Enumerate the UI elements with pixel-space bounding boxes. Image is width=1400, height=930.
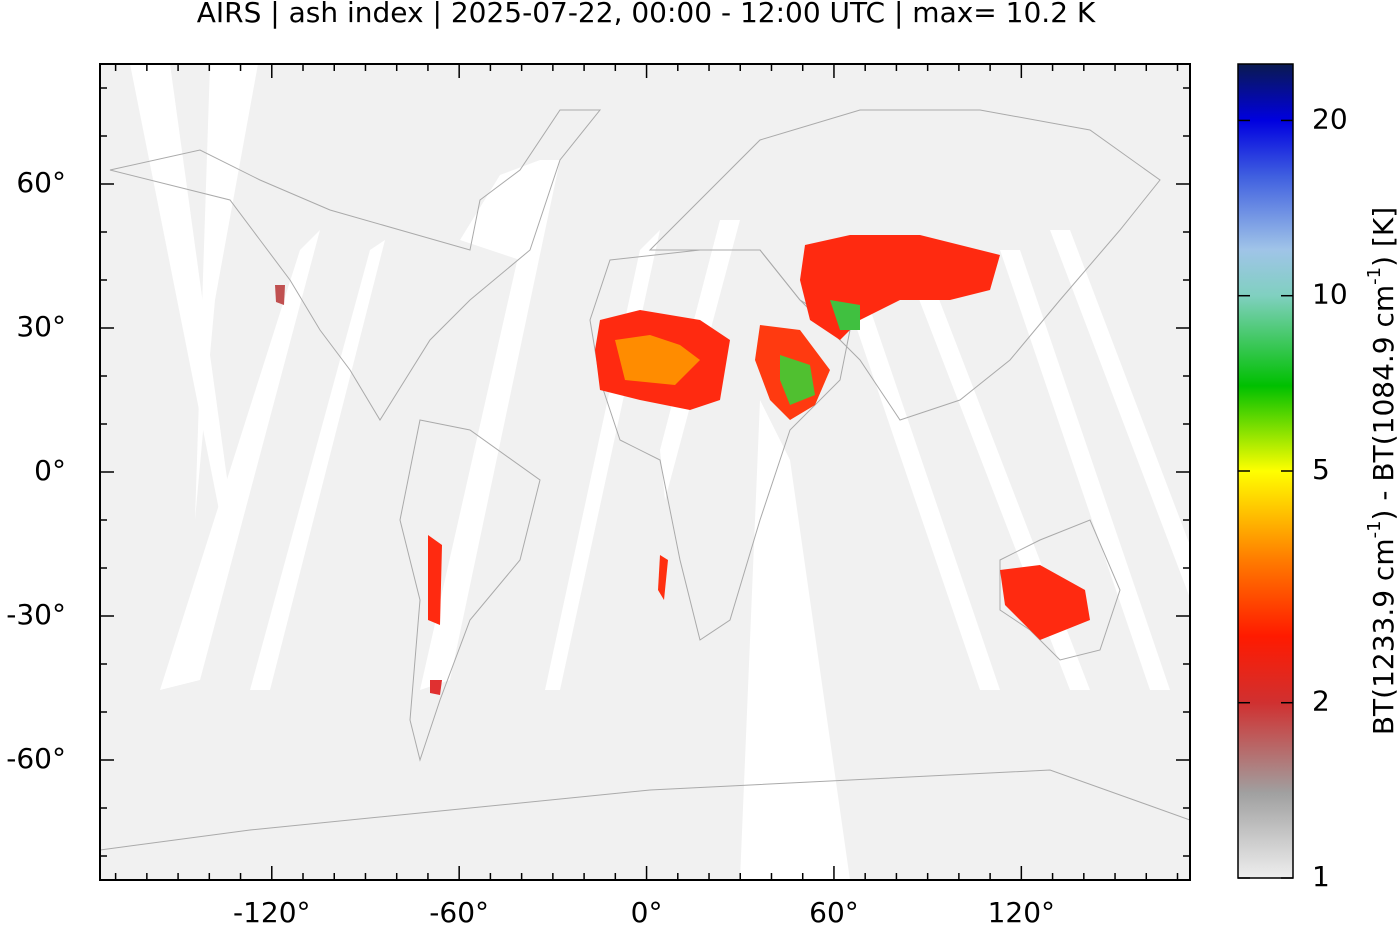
colorbar-tick-label: 1 [1312, 860, 1330, 893]
data-gaps [130, 64, 1190, 880]
colorbar-tick-label: 20 [1312, 102, 1348, 135]
colorbar-tick-label: 10 [1312, 278, 1348, 311]
ash-regions [275, 235, 1090, 695]
x-tick-label: 120° [988, 896, 1055, 929]
map-background [100, 64, 1190, 880]
colorbar-label-part: BT(1233.9 cm [1367, 538, 1400, 735]
colorbar-label-part: -1 [1364, 520, 1385, 538]
y-tick-label: 30° [16, 310, 66, 343]
y-tick-label: 60° [16, 166, 66, 199]
x-tick-label: -60° [429, 896, 489, 929]
coastlines [100, 109, 1190, 851]
y-tick-label: -60° [6, 742, 66, 775]
colorbar-tick-label: 5 [1312, 453, 1330, 486]
y-tick-label: -30° [6, 598, 66, 631]
map-decoration [100, 64, 1190, 880]
x-tick-label: -120° [233, 896, 311, 929]
chart-title: AIRS | ash index | 2025-07-22, 00:00 - 1… [197, 0, 1096, 29]
y-tick-label: 0° [34, 454, 66, 487]
colorbar-label-part: ) [K] [1367, 207, 1400, 267]
x-tick-label: 60° [809, 896, 859, 929]
x-tick-label: 0° [631, 896, 663, 929]
colorbar-label-part: -1 [1364, 267, 1385, 285]
colorbar-label: BT(1233.9 cm-1) - BT(1084.9 cm-1) [K] [1364, 207, 1400, 735]
colorbar-tick-label: 2 [1312, 685, 1330, 718]
colorbar-label-part: ) - BT(1084.9 cm [1367, 285, 1400, 521]
